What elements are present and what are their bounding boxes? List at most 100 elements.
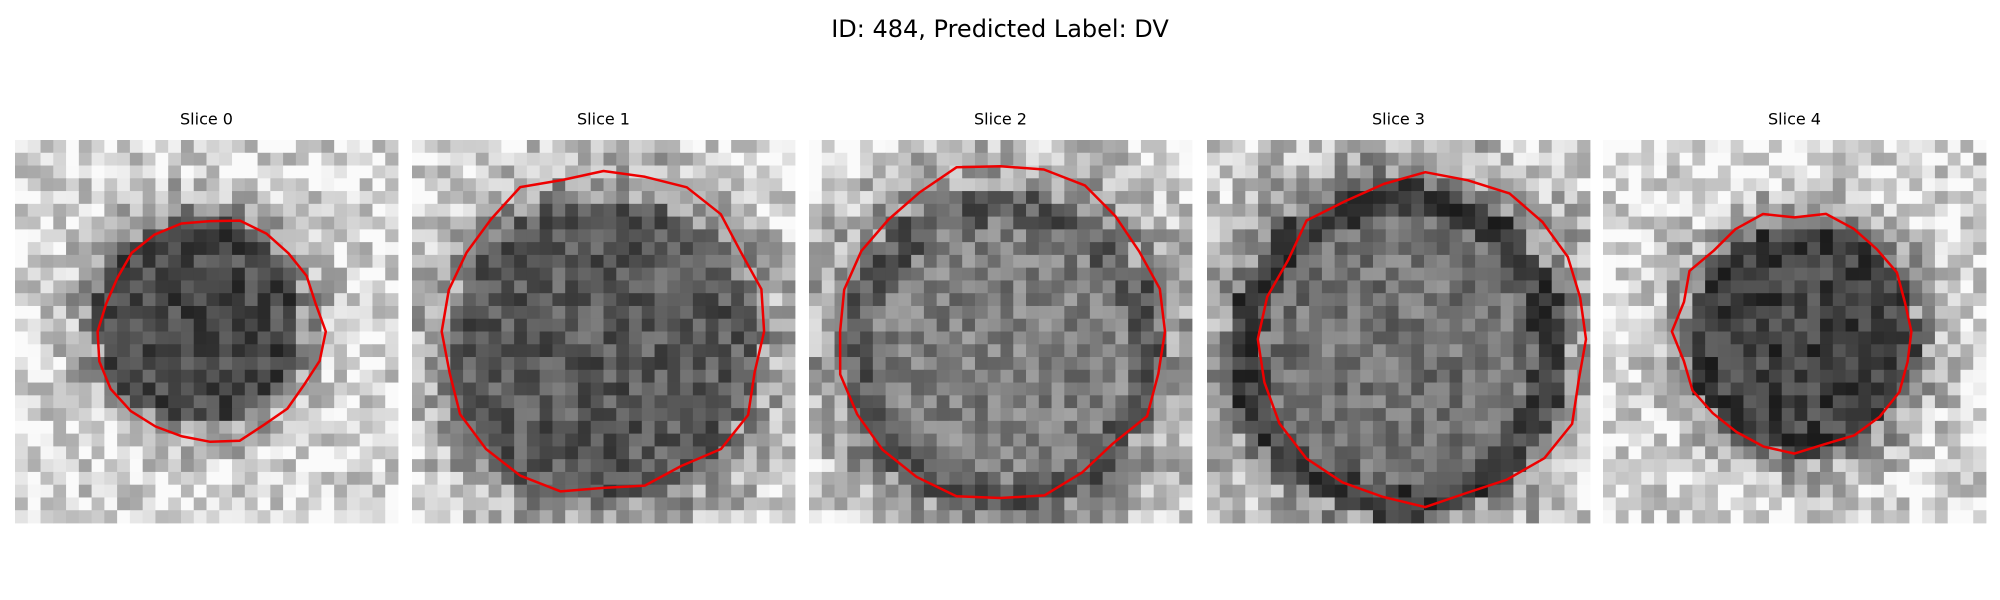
pixel	[1513, 165, 1527, 179]
pixel	[78, 318, 92, 332]
pixel	[1666, 433, 1680, 447]
pixel	[577, 420, 592, 435]
pixel	[514, 471, 528, 486]
pixel	[629, 510, 643, 524]
pixel	[936, 497, 950, 511]
pixel	[1179, 420, 1193, 435]
pixel	[412, 242, 426, 256]
pixel	[1858, 395, 1872, 409]
pixel	[911, 216, 925, 230]
pixel	[1666, 305, 1680, 320]
pixel	[923, 293, 938, 307]
pixel	[987, 484, 1001, 498]
pixel	[78, 369, 92, 383]
pixel	[1334, 305, 1348, 320]
pixel	[1219, 242, 1233, 256]
pixel	[936, 229, 950, 243]
pixel	[1207, 140, 1221, 154]
pixel	[142, 369, 156, 383]
pixel	[244, 305, 258, 320]
pixel	[1500, 242, 1514, 256]
pixel	[232, 459, 246, 473]
pixel	[1973, 484, 1987, 498]
pixel	[1603, 152, 1617, 166]
pixel	[1960, 369, 1974, 383]
pixel	[219, 140, 233, 154]
pixel	[1245, 229, 1259, 243]
pixel	[1000, 254, 1014, 269]
pixel	[27, 497, 41, 511]
pixel	[1128, 242, 1142, 256]
pixel	[1398, 318, 1412, 332]
pixel	[117, 203, 131, 217]
pixel	[1934, 267, 1949, 281]
pixel	[1475, 459, 1489, 473]
pixel	[180, 254, 195, 269]
pixel	[526, 420, 541, 435]
pixel	[1577, 510, 1591, 524]
pixel	[923, 331, 938, 345]
pixel	[15, 293, 29, 307]
pixel	[603, 140, 617, 154]
pixel	[1475, 369, 1489, 383]
pixel	[1845, 382, 1859, 396]
pixel	[1077, 254, 1091, 269]
pixel	[219, 203, 233, 217]
pixel	[1577, 471, 1591, 486]
pixel	[78, 382, 92, 396]
pixel	[514, 216, 528, 230]
pixel	[616, 280, 630, 294]
pixel	[1475, 203, 1489, 217]
pixel	[1398, 344, 1412, 358]
pixel	[782, 178, 796, 192]
pixel	[1436, 369, 1450, 383]
pixel	[1666, 484, 1680, 498]
pixel	[463, 471, 477, 486]
pixel	[1258, 191, 1272, 205]
pixel	[552, 203, 566, 217]
pixel	[1628, 459, 1642, 473]
pixel	[91, 165, 105, 179]
pixel	[1462, 152, 1476, 166]
pixel	[1807, 318, 1821, 332]
pixel	[193, 497, 207, 511]
pixel	[1064, 510, 1078, 524]
pixel	[603, 382, 617, 396]
pixel	[1666, 446, 1680, 460]
pixel	[629, 382, 643, 396]
pixel	[590, 382, 604, 396]
pixel	[53, 140, 67, 154]
pixel	[155, 165, 169, 179]
pixel	[1089, 484, 1104, 498]
pixel	[1436, 408, 1450, 422]
pixel	[1140, 178, 1155, 192]
pixel	[1666, 369, 1680, 383]
pixel	[1513, 331, 1527, 345]
pixel	[1603, 242, 1617, 256]
pixel	[1692, 191, 1706, 205]
pixel	[565, 459, 579, 473]
pixel	[270, 216, 284, 230]
pixel	[180, 420, 195, 435]
pixel	[962, 178, 976, 192]
pixel	[1615, 459, 1629, 473]
pixel	[577, 242, 592, 256]
pixel	[1207, 471, 1221, 486]
pixel	[1781, 344, 1795, 358]
pixel	[1577, 254, 1591, 269]
pixel	[1807, 229, 1821, 243]
pixel	[334, 178, 348, 192]
pixel	[654, 229, 668, 243]
pixel	[1102, 382, 1116, 396]
pixel	[1334, 369, 1348, 383]
pixel	[847, 510, 861, 524]
pixel	[1794, 191, 1808, 205]
pixel	[437, 242, 451, 256]
pixel	[911, 140, 925, 154]
pixel	[91, 280, 105, 294]
pixel	[923, 459, 938, 473]
pixel	[1064, 369, 1078, 383]
pixel	[1245, 484, 1259, 498]
pixel	[1321, 293, 1336, 307]
pixel	[424, 459, 438, 473]
